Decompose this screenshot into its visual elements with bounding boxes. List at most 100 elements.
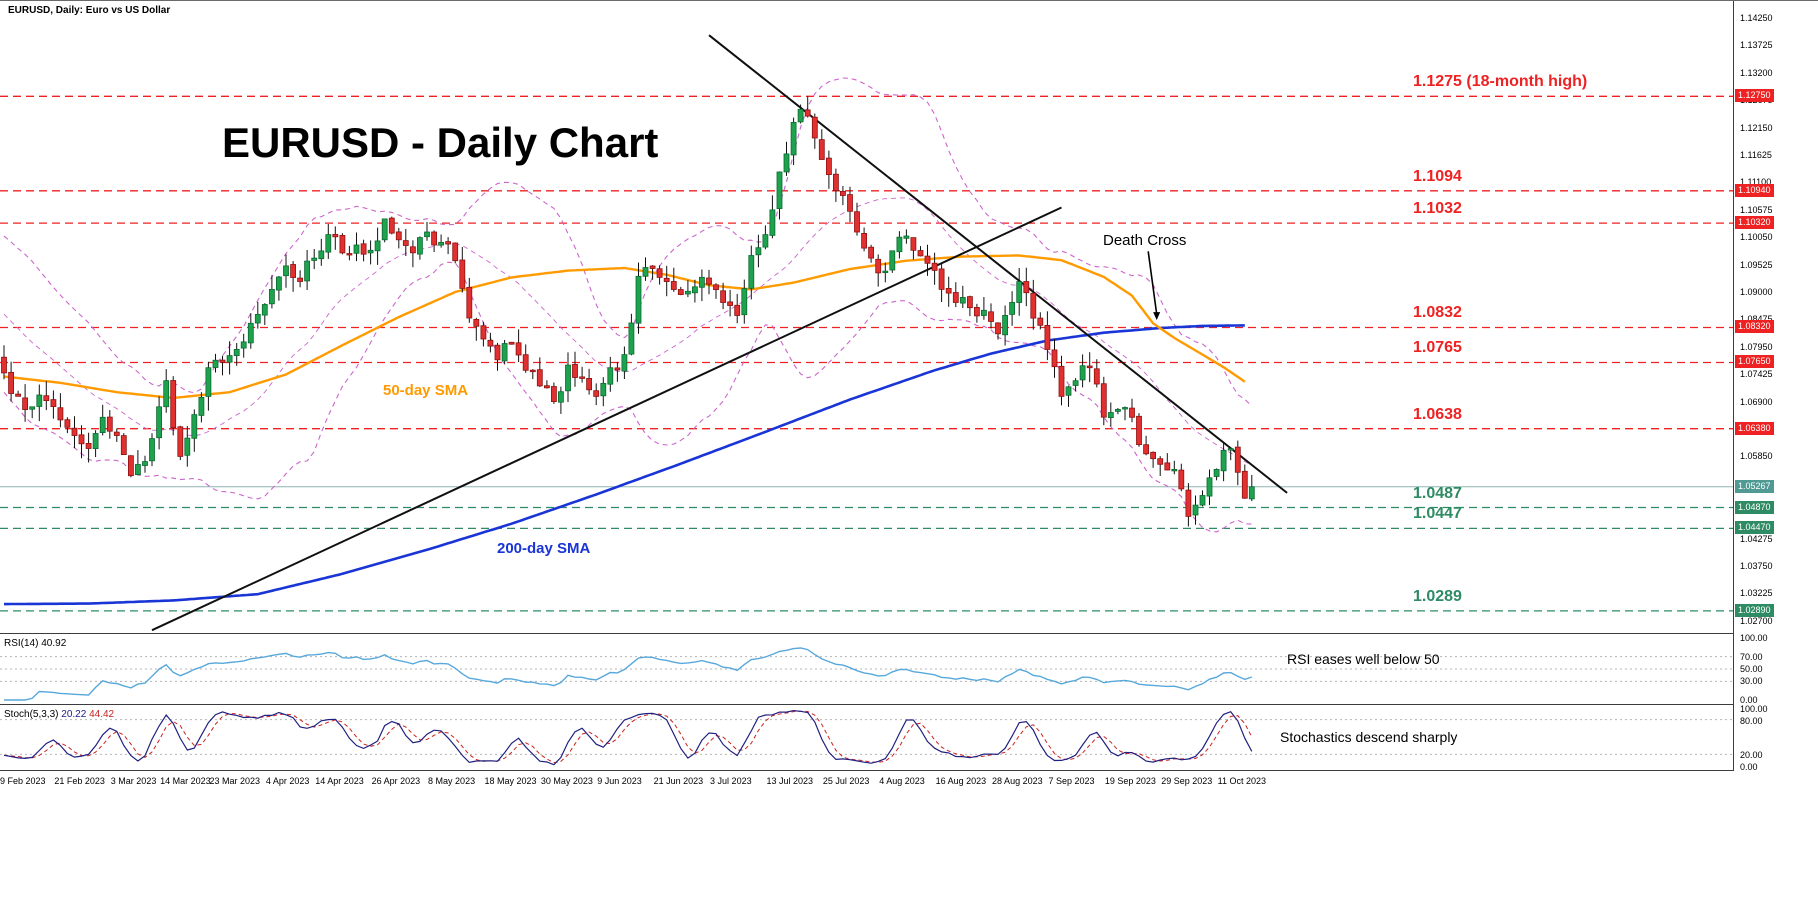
bollinger-middle-band [3, 197, 1253, 466]
price-axis-tick: 1.10575 [1740, 204, 1773, 215]
stoch-note: Stochastics descend sharply [1280, 729, 1458, 745]
price-axis-tick: 1.11625 [1740, 150, 1772, 160]
rsi-indicator-label: RSI(14) 40.92 [4, 638, 66, 649]
date-label: 9 Jun 2023 [597, 776, 642, 786]
price-canvas [0, 34, 1733, 632]
date-label: 9 Feb 2023 [0, 776, 46, 786]
level-label: 1.0832 [1413, 304, 1462, 322]
date-label: 21 Jun 2023 [653, 776, 704, 786]
price-axis-tick: 1.10050 [1740, 232, 1773, 243]
rsi-axis-tick: 30.00 [1740, 676, 1763, 687]
price-axis-tick: 1.14250 [1740, 13, 1773, 23]
level-label: 1.0638 [1413, 405, 1462, 423]
level-label: 1.0447 [1413, 505, 1462, 523]
rsi-axis-tick: 70.00 [1740, 651, 1763, 662]
date-label: 3 Jul 2023 [710, 776, 752, 786]
price-axis-tick: 1.02700 [1740, 615, 1773, 626]
level-label: 1.0289 [1413, 587, 1462, 605]
level-label: 1.1094 [1413, 167, 1462, 185]
stoch-d-value: 44.42 [89, 709, 115, 720]
stoch-axis-tick: 80.00 [1740, 715, 1763, 726]
resistance-price-badge: 1.07650 [1735, 355, 1774, 369]
stoch-d-line [3, 710, 1253, 764]
level-label: 1.0765 [1413, 339, 1462, 357]
date-label: 8 May 2023 [428, 776, 476, 786]
date-label: 18 May 2023 [484, 776, 537, 786]
date-label: 7 Sep 2023 [1048, 776, 1095, 786]
date-label: 14 Mar 2023 [160, 776, 211, 786]
price-axis-tick: 1.08475 [1740, 314, 1773, 325]
support-price-badge: 1.04870 [1735, 500, 1774, 514]
main-chart-panel[interactable]: EURUSD, Daily: Euro vs US Dollar EURUSD … [0, 1, 1733, 633]
price-axis-tick: 1.13725 [1740, 40, 1773, 51]
date-label: 3 Mar 2023 [110, 776, 157, 786]
date-label: 13 Jul 2023 [766, 776, 813, 786]
sma200-label: 200-day SMA [497, 540, 591, 557]
current-price-badge: 1.05267 [1735, 479, 1774, 493]
date-label: 21 Feb 2023 [54, 776, 105, 786]
stoch-indicator-label: Stoch(5,3,3) 20.22 44.42 [4, 709, 114, 720]
stochastic-canvas [0, 709, 1733, 766]
rsi-panel[interactable]: RSI(14) 40.92 RSI eases well below 50 [0, 633, 1733, 705]
resistance-price-badge: 1.08320 [1735, 320, 1774, 334]
symbol-label: EURUSD, Daily: Euro vs US Dollar [8, 5, 171, 16]
price-axis[interactable]: 1.142501.137251.132001.126751.121501.116… [1734, 1, 1818, 633]
price-axis-tick: 1.05850 [1740, 451, 1773, 462]
date-label: 23 Mar 2023 [209, 776, 261, 786]
date-label: 26 Apr 2023 [371, 776, 421, 786]
chart-title: EURUSD - Daily Chart [222, 119, 659, 166]
price-axis-tick: 1.09000 [1740, 287, 1773, 297]
rsi-line [4, 647, 1253, 701]
price-axis-tick: 1.07425 [1740, 369, 1773, 380]
rsi-note: RSI eases well below 50 [1287, 651, 1440, 667]
price-axis-tick: 1.03750 [1740, 560, 1773, 571]
support-price-badge: 1.02890 [1735, 603, 1774, 617]
stoch-k-value: 20.22 [61, 709, 87, 720]
resistance-price-badge: 1.10320 [1735, 216, 1774, 230]
rsi-value: 40.92 [41, 638, 67, 649]
date-label: 14 Apr 2023 [315, 776, 364, 786]
resistance-price-badge: 1.10940 [1735, 183, 1774, 197]
price-axis-tick: 1.03225 [1740, 588, 1773, 599]
rsi-axis-tick: 0.00 [1740, 695, 1758, 705]
rsi-axis-tick: 50.00 [1740, 664, 1763, 674]
date-label: 4 Aug 2023 [879, 776, 925, 786]
price-axis-tick: 1.04275 [1740, 533, 1773, 544]
date-label: 4 Apr 2023 [265, 776, 310, 786]
date-axis[interactable]: 9 Feb 2023 21 Feb 2023 3 Mar 2023 14 Mar 20… [0, 771, 1733, 795]
sma50-label: 50-day SMA [383, 382, 469, 399]
rsi-canvas [0, 647, 1733, 701]
date-label: 11 Oct 2023 [1217, 776, 1267, 786]
death-cross-label: Death Cross [1103, 232, 1187, 249]
price-axis-tick: 1.13200 [1740, 67, 1773, 78]
level-label: 1.1032 [1413, 200, 1462, 218]
level-label: 1.0487 [1413, 484, 1462, 502]
date-label: 29 Sep 2023 [1161, 776, 1213, 786]
stoch-axis-tick: 0.00 [1740, 762, 1758, 772]
date-label: 30 May 2023 [540, 776, 593, 786]
price-axis-tick: 1.07950 [1740, 341, 1773, 352]
date-label: 28 Aug 2023 [992, 776, 1043, 786]
date-label: 19 Sep 2023 [1104, 776, 1156, 786]
rsi-axis-tick: 100.00 [1740, 633, 1768, 643]
price-axis-tick: 1.12150 [1740, 122, 1773, 133]
stochastic-panel[interactable]: Stoch(5,3,3) 20.22 44.42 Stochastics des… [0, 705, 1733, 771]
axis-separator-line [1733, 1, 1734, 771]
stoch-axis-tick: 100.00 [1740, 704, 1768, 714]
resistance-price-badge: 1.06380 [1735, 421, 1774, 435]
rsi-name: RSI(14) [4, 638, 39, 649]
stoch-axis-tick: 20.00 [1740, 750, 1763, 761]
date-label: 16 Aug 2023 [935, 776, 987, 786]
stoch-axis[interactable]: 100.00 80.00 20.00 0.00 [1734, 704, 1818, 772]
rsi-axis[interactable]: 100.00 70.00 50.00 30.00 0.00 [1734, 633, 1818, 705]
price-axis-tick: 1.11100 [1740, 177, 1772, 188]
support-price-badge: 1.04470 [1735, 521, 1774, 535]
stoch-name: Stoch(5,3,3) [4, 709, 59, 720]
resistance-price-badge: 1.12750 [1735, 89, 1774, 103]
price-axis-tick: 1.09525 [1740, 259, 1773, 270]
level-label: 1.1275 (18-month high) [1413, 73, 1588, 91]
price-axis-tick: 1.06900 [1740, 396, 1773, 407]
stoch-k-line [3, 709, 1253, 766]
sma200-line [4, 324, 1245, 606]
